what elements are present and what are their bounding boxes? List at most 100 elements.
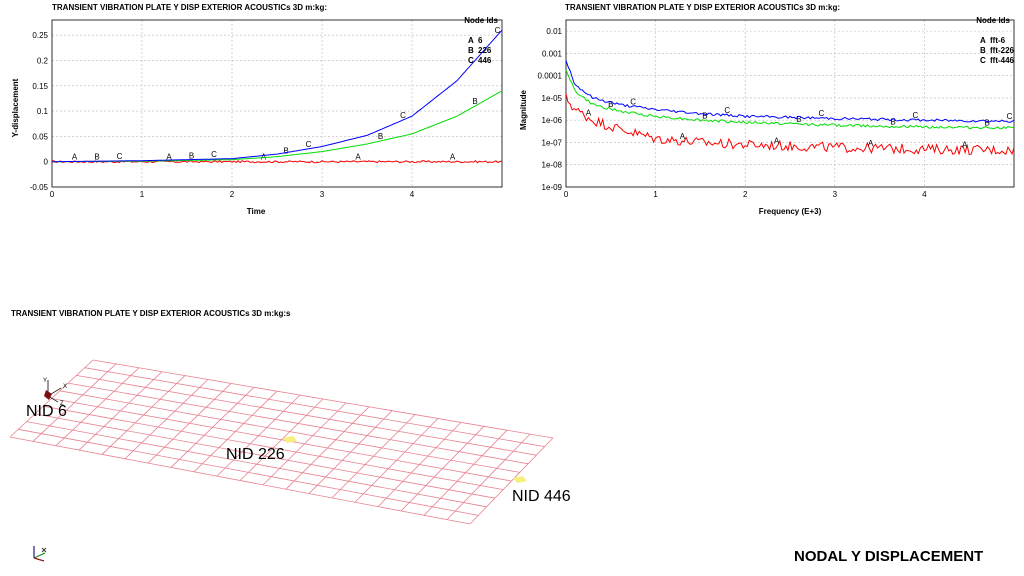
legend-entry: fft-6 <box>990 36 1006 45</box>
x-tick-label: 2 <box>743 190 748 199</box>
triad-axes-icon: Y X Z <box>43 378 67 407</box>
series-line-a <box>565 93 1015 156</box>
nid-6-label: NID 6 <box>26 403 67 420</box>
y-tick-label: 0.1 <box>37 107 49 116</box>
legend-marker: A <box>468 36 474 45</box>
series-marker-a: A <box>355 153 361 162</box>
y-tick-label: 0.0001 <box>538 72 563 81</box>
x-tick-label: 2 <box>230 190 235 199</box>
legend-title: Node Ids <box>976 16 1010 25</box>
series-line-c <box>52 29 503 163</box>
series-marker-c: C <box>495 26 501 35</box>
series-marker-a: A <box>450 153 456 162</box>
y-tick-label: 1e-05 <box>542 94 563 103</box>
y-tick-label: 0.01 <box>546 27 562 36</box>
mesh-line <box>9 436 471 525</box>
time-displacement-chart: TRANSIENT VIBRATION PLATE Y DISP EXTERIO… <box>11 3 503 216</box>
triad-y-label: Y <box>43 378 47 384</box>
nid-446-label: NID 446 <box>512 488 571 505</box>
node-446-highlight <box>513 476 527 483</box>
series-marker-c: C <box>400 111 406 120</box>
plot-frame <box>51 19 503 188</box>
series-marker-b: B <box>890 117 895 126</box>
series-marker-b: B <box>984 119 989 128</box>
plate-mesh <box>9 359 554 525</box>
y-tick-label: 0.05 <box>32 132 48 141</box>
legend-entry: fft-446 <box>990 56 1015 65</box>
x-tick-label: 1 <box>140 190 145 199</box>
plot-area: 0 1 2 3 4 0.01 0.001 0.0001 1e-05 1e-06 1e-07 1e-08… <box>538 16 1015 199</box>
series-marker-a: A <box>72 153 78 162</box>
footer-title: NODAL Y DISPLACEMENT <box>794 548 984 565</box>
corner-triad-icon <box>33 546 47 562</box>
legend-entry: fft-226 <box>990 46 1015 55</box>
series-line-c <box>565 60 1015 123</box>
series-marker-b: B <box>702 111 707 120</box>
legend-marker: B <box>980 46 986 55</box>
chart-title: TRANSIENT VIBRATION PLATE Y DISP EXTERIO… <box>565 3 840 12</box>
series-marker-a: A <box>586 109 592 118</box>
triad-x-label: X <box>63 384 67 390</box>
mesh-line <box>59 390 520 473</box>
mesh-line <box>68 382 529 465</box>
mesh-line <box>26 421 487 508</box>
y-axis-label: Magnitude <box>519 89 528 130</box>
series-marker-c: C <box>211 150 217 159</box>
series-marker-c: C <box>630 97 636 106</box>
legend-entry: 226 <box>478 46 492 55</box>
series-marker-b: B <box>796 115 801 124</box>
y-tick-label: 0 <box>44 158 49 167</box>
legend-marker: B <box>468 46 474 55</box>
y-tick-label: 1e-09 <box>542 183 563 192</box>
y-tick-label: 0.2 <box>37 56 49 65</box>
mesh-line <box>43 405 504 490</box>
x-tick-label: 3 <box>320 190 325 199</box>
series-marker-b: B <box>189 151 194 160</box>
series-marker-c: C <box>306 140 312 149</box>
mesh-line <box>84 367 545 447</box>
plot-frame <box>565 19 1015 188</box>
mesh-line <box>18 428 479 516</box>
x-tick-label: 4 <box>410 190 415 199</box>
series-marker-c: C <box>913 111 919 120</box>
series-marker-a: A <box>166 153 172 162</box>
series-marker-c: C <box>1007 112 1013 121</box>
y-tick-label: -0.05 <box>30 183 49 192</box>
legend-marker: C <box>468 56 474 65</box>
mesh-line <box>92 359 554 439</box>
series-marker-a: A <box>774 137 780 146</box>
series-marker-a: A <box>680 132 686 141</box>
x-tick-label: 1 <box>653 190 658 199</box>
y-tick-label: 1e-08 <box>542 161 563 170</box>
series-marker-b: B <box>94 152 99 161</box>
x-tick-label: 4 <box>922 190 927 199</box>
legend-marker: C <box>980 56 986 65</box>
legend-entry: 446 <box>478 56 492 65</box>
y-tick-label: 0.001 <box>542 49 563 58</box>
y-axis-label: Y-displacement <box>11 78 20 137</box>
legend-entry: 6 <box>478 36 483 45</box>
y-tick-label: 1e-06 <box>542 116 563 125</box>
series-marker-c: C <box>818 109 824 118</box>
series-marker-b: B <box>608 100 613 109</box>
series-marker-b: B <box>472 97 477 106</box>
y-tick-label: 1e-07 <box>542 138 563 147</box>
nid-226-label: NID 226 <box>226 446 285 463</box>
x-axis-label: Time <box>247 207 266 216</box>
mesh-line <box>34 413 495 499</box>
y-tick-label: 0.25 <box>32 31 48 40</box>
mesh-line <box>51 398 512 482</box>
x-tick-label: 0 <box>50 190 55 199</box>
frequency-magnitude-chart: TRANSIENT VIBRATION PLATE Y DISP EXTERIO… <box>519 3 1015 216</box>
node-226-highlight <box>283 436 297 443</box>
series-marker-b: B <box>283 147 288 156</box>
series-line-b <box>565 69 1015 130</box>
series-marker-b: B <box>378 132 383 141</box>
x-axis-label: Frequency (E+3) <box>759 207 822 216</box>
series-marker-c: C <box>724 106 730 115</box>
mesh-line <box>76 375 537 456</box>
legend-title: Node Ids <box>464 16 498 25</box>
legend-marker: A <box>980 36 986 45</box>
series-marker-a: A <box>962 141 968 150</box>
